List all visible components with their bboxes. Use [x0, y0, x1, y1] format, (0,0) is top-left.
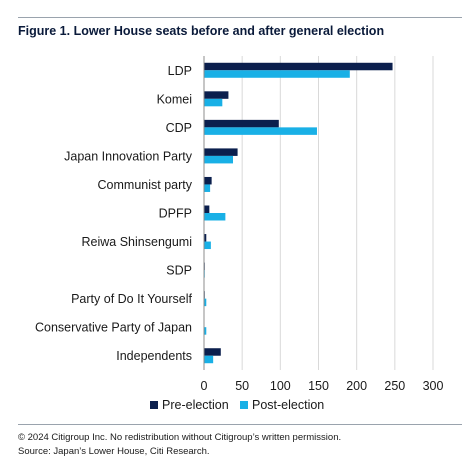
bar-pre-election: [204, 348, 221, 356]
bar-pre-election: [204, 62, 393, 71]
x-tick-label: 150: [308, 379, 329, 393]
bar-post-election: [204, 184, 211, 192]
category-label: LDP: [168, 64, 192, 78]
legend-label: Post-election: [252, 398, 324, 412]
bars: [204, 62, 393, 364]
bar-post-election: [204, 213, 226, 221]
legend-label: Pre-election: [162, 398, 229, 412]
category-labels: LDP Komei CDP Japan Innovation Party Communi…: [35, 64, 193, 363]
category-label: SDP: [166, 264, 192, 278]
category-label: Japan Innovation Party: [64, 149, 193, 163]
bar-post-election: [204, 98, 223, 107]
category-label: Party of Do It Yourself: [71, 292, 192, 306]
copyright-note: © 2024 Citigroup Inc. No redistribution …: [18, 432, 342, 443]
x-tick-label: 200: [346, 379, 367, 393]
x-tick-label: 100: [270, 379, 291, 393]
category-label: Conservative Party of Japan: [35, 321, 192, 335]
bar-pre-election: [204, 205, 210, 213]
bar-chart: LDP Komei CDP Japan Innovation Party Communi…: [35, 56, 444, 412]
bar-pre-election: [204, 176, 212, 185]
bar-post-election: [204, 70, 350, 78]
grid-lines: [241, 56, 434, 370]
x-tick-label: 50: [235, 379, 249, 393]
bar-post-election: [204, 298, 207, 307]
category-label: Reiwa Shinsengumi: [82, 235, 192, 249]
source-note: Source: Japan’s Lower House, Citi Resear…: [18, 446, 210, 457]
bar-post-election: [204, 241, 211, 250]
legend: Pre-election Post-election: [150, 398, 324, 412]
bar-pre-election: [204, 91, 229, 99]
legend-swatch-pre-election: [150, 401, 158, 409]
x-tick-labels: 0 50 100 150 200 250 300: [201, 379, 444, 393]
x-tick-label: 250: [384, 379, 405, 393]
category-label: Komei: [157, 92, 192, 106]
figure-title: Figure 1. Lower House seats before and a…: [18, 24, 385, 38]
x-tick-label: 0: [201, 379, 208, 393]
bar-post-election: [204, 355, 214, 364]
bar-post-election: [204, 127, 317, 135]
category-label: Independents: [116, 349, 192, 363]
category-label: Communist party: [98, 178, 193, 192]
bar-pre-election: [204, 148, 238, 156]
x-tick-label: 300: [423, 379, 444, 393]
bar-pre-election: [204, 234, 207, 242]
category-label: DPFP: [159, 207, 192, 221]
legend-swatch-post-election: [240, 401, 248, 409]
bar-post-election: [204, 155, 234, 164]
bar-post-election: [204, 327, 207, 335]
bottom-rule: [18, 424, 462, 425]
category-label: CDP: [166, 121, 192, 135]
top-rule: [18, 17, 462, 18]
bar-pre-election: [204, 119, 279, 128]
